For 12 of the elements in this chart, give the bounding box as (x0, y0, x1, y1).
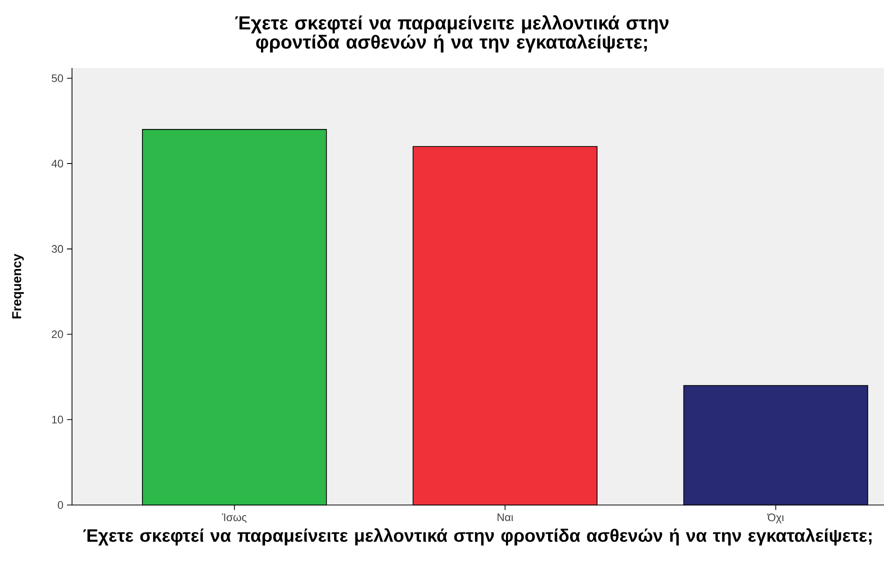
y-tick-label: 30 (52, 245, 64, 253)
x-tick-label: Όχι (767, 514, 784, 524)
y-tick-label: 20 (52, 330, 64, 338)
x-tick-label: Ίσως (222, 514, 246, 523)
y-tick-label: 10 (52, 416, 64, 424)
x-axis-title: Έχετε σκεφτεί να παραμείνειτε μελλοντικά στην φροντίδα ασθενών ή να την εγκαταλείψετε; (83, 528, 872, 546)
chart-title: Έχετε σκεφτεί να παραμείνειτε μελλοντικά στην φροντίδα ασθενών ή να την εγκαταλείψετε; (235, 15, 669, 52)
y-tick-label: 0 (58, 501, 64, 509)
x-tick-label: Ναι (498, 514, 514, 522)
y-tick-label: 40 (52, 160, 64, 168)
y-tick-label: 50 (52, 74, 64, 82)
y-axis-title: Frequency (12, 254, 24, 318)
